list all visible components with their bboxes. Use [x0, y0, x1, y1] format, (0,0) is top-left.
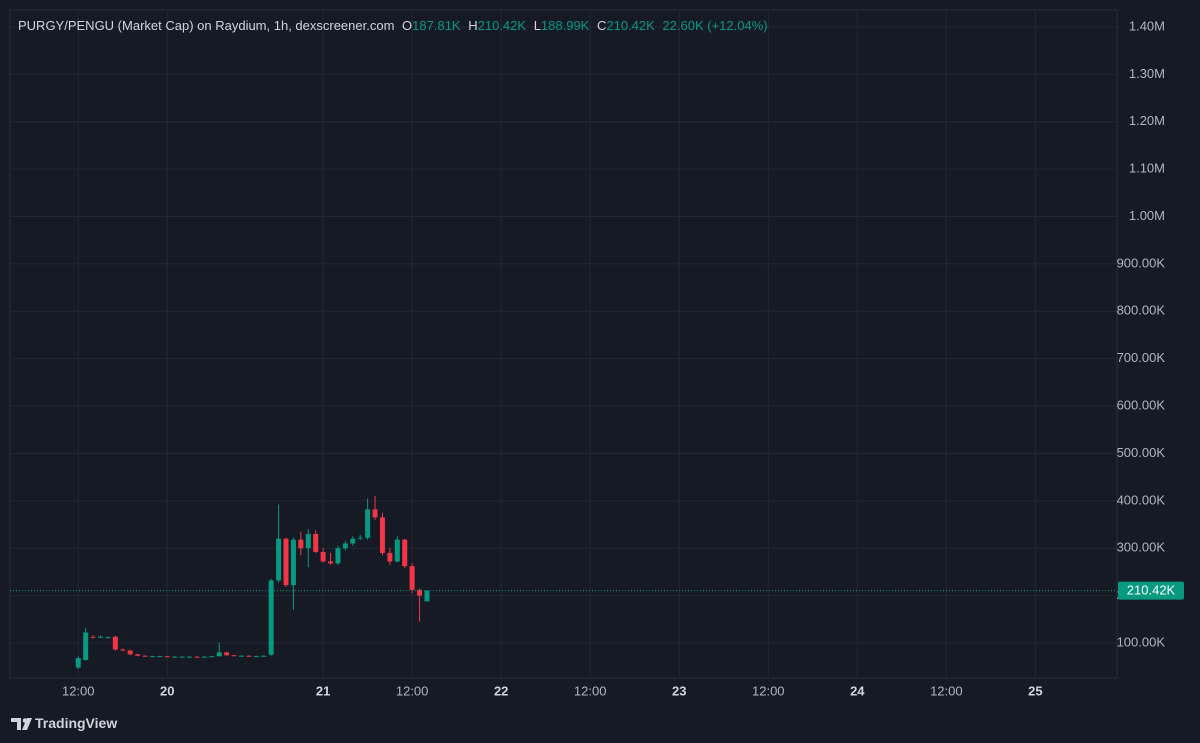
y-tick-label: 300.00K [1117, 540, 1166, 555]
legend-title: PURGY/PENGU (Market Cap) on Raydium, 1h,… [18, 18, 394, 33]
candle-body [238, 655, 244, 657]
candle-body [305, 533, 311, 549]
y-tick-label: 800.00K [1117, 303, 1166, 318]
candle-body [201, 656, 207, 658]
candle-body [179, 656, 185, 658]
x-tick-label: 24 [850, 683, 865, 698]
candle-body [216, 652, 222, 657]
y-tick-label: 1.20M [1129, 113, 1165, 128]
y-tick-label: 600.00K [1117, 397, 1166, 412]
brand-logo: TradingView [11, 715, 117, 731]
candle-body [328, 561, 334, 564]
candle-body [90, 636, 96, 638]
grid [10, 10, 1117, 678]
brand-name: TradingView [35, 715, 117, 731]
chart-legend: PURGY/PENGU (Market Cap) on Raydium, 1h,… [18, 18, 768, 33]
candle-body [231, 655, 237, 657]
candle-body [209, 656, 215, 658]
candle-body [276, 538, 282, 581]
candle-body [357, 537, 363, 539]
legend-l: L [534, 18, 541, 33]
x-tick-label: 21 [316, 683, 330, 698]
y-tick-label: 1.10M [1129, 161, 1165, 176]
candle-body [105, 637, 111, 639]
plot-area [9, 9, 1118, 679]
y-tick-label: 500.00K [1117, 445, 1166, 460]
candle-body [290, 539, 296, 586]
x-tick-label: 12:00 [574, 683, 607, 698]
legend-o: O [402, 18, 412, 33]
candle-body [187, 656, 193, 658]
candle-body [127, 650, 133, 655]
legend-high: 210.42K [478, 18, 527, 33]
y-tick-label: 400.00K [1117, 492, 1166, 507]
candle-body [320, 551, 326, 562]
legend-close: 210.42K [606, 18, 655, 33]
x-tick-label: 22 [494, 683, 508, 698]
legend-low: 188.99K [541, 18, 590, 33]
candle-body [157, 656, 163, 658]
x-tick-label: 25 [1028, 683, 1042, 698]
last-price-label: 210.42K [1127, 583, 1176, 598]
x-tick-label: 12:00 [62, 683, 95, 698]
candle-body [75, 658, 81, 668]
candle-body [268, 580, 274, 655]
legend-change: 22.60K (+12.04%) [662, 18, 767, 33]
candle-body [283, 538, 289, 586]
y-tick-label: 100.00K [1117, 634, 1166, 649]
x-tick-label: 12:00 [396, 683, 429, 698]
x-tick-label: 20 [160, 683, 174, 698]
candle-body [417, 589, 423, 596]
y-tick-label: 1.30M [1129, 66, 1165, 81]
candle-body [172, 656, 178, 658]
candle-body [298, 539, 304, 549]
last-price-badge [1118, 581, 1184, 600]
candle-body [83, 632, 89, 660]
candle-body [112, 636, 118, 650]
candle-body [335, 548, 341, 564]
candle-body [98, 636, 104, 638]
candle-body [350, 538, 356, 544]
legend-open: 187.81K [412, 18, 461, 33]
y-tick-label: 900.00K [1117, 255, 1166, 270]
candle-body [365, 509, 371, 538]
candle-body [387, 552, 393, 562]
brand-icon [11, 718, 32, 730]
legend-h: H [468, 18, 477, 33]
x-tick-label: 12:00 [752, 683, 785, 698]
brand-icon-dot [22, 718, 28, 723]
candle-body [379, 517, 385, 553]
candle-body [409, 566, 415, 590]
y-tick-label: 1.00M [1129, 208, 1165, 223]
candle-body [313, 533, 319, 552]
candle-body [149, 656, 155, 658]
candle-body [402, 539, 408, 567]
candles [75, 496, 430, 669]
candle-body [261, 655, 267, 657]
candle-body [142, 655, 148, 657]
candle-body [342, 543, 348, 549]
candle-body [424, 590, 430, 602]
x-tick-label: 23 [672, 683, 686, 698]
candle-body [372, 509, 378, 518]
candle-body [120, 649, 126, 651]
x-tick-label: 12:00 [930, 683, 963, 698]
candle-body [194, 656, 200, 658]
candle-body [224, 652, 230, 656]
candle-body [246, 655, 252, 657]
y-tick-label: 700.00K [1117, 350, 1166, 365]
legend-c: C [597, 18, 606, 33]
candle-body [253, 656, 259, 658]
candle-body [135, 654, 141, 656]
candle-body [164, 656, 170, 658]
y-tick-label: 1.40M [1129, 18, 1165, 33]
candle-body [394, 539, 400, 562]
